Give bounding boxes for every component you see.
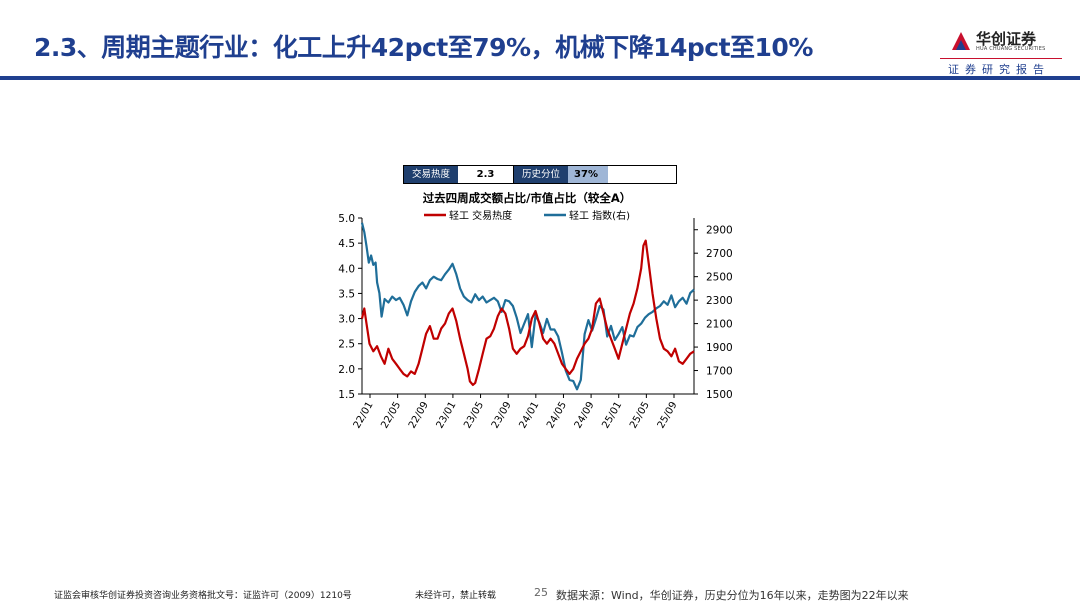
chart-title: 过去四周成交额占比/市值占比（较全A）: [423, 191, 632, 205]
series-line-index: [360, 222, 695, 391]
logo-divider: [940, 58, 1062, 59]
right-tick-label: 1900: [706, 342, 733, 354]
data-source: 数据来源：Wind，华创证券，历史分位为16年以来，走势图为22年以来: [556, 589, 909, 602]
hist-label: 历史分位: [514, 166, 568, 183]
x-tick-label: 25/09: [656, 400, 680, 430]
left-tick-label: 4.0: [338, 263, 355, 275]
title-underline: [0, 76, 1080, 80]
left-tick-label: 4.5: [338, 238, 355, 250]
report-label: 证券研究报告: [948, 63, 1050, 76]
right-tick-label: 2900: [706, 225, 733, 237]
right-tick-label: 1700: [706, 366, 733, 378]
x-tick-label: 22/09: [407, 400, 431, 430]
chart-legend: 轻工 交易热度 轻工 指数(右): [424, 209, 630, 222]
heat-label: 交易热度: [404, 166, 458, 183]
page-number: 25: [534, 586, 548, 599]
hist-percentile-bar: 37%: [568, 166, 676, 183]
left-tick-label: 1.5: [338, 389, 355, 401]
x-tick-label: 25/05: [628, 400, 652, 430]
x-tick-label: 23/09: [490, 400, 514, 430]
x-tick-label: 24/05: [545, 400, 569, 430]
hist-percentile-fill: [568, 166, 608, 183]
legend-label: 轻工 交易热度: [449, 209, 512, 222]
right-tick-label: 1500: [706, 389, 733, 401]
logo-name: 华创证券: [976, 30, 1037, 48]
right-tick-label: 2100: [706, 319, 733, 331]
left-tick-label: 3.5: [338, 288, 355, 300]
logo-mark-icon: [952, 32, 970, 50]
heat-table: 交易热度 2.3 历史分位 37%: [403, 165, 677, 184]
x-tick-label: 23/01: [435, 400, 459, 430]
right-tick-label: 2500: [706, 272, 733, 284]
x-tick-label: 23/05: [462, 400, 486, 430]
footer-notice: 未经许可，禁止转载: [415, 591, 497, 601]
left-tick-label: 2.5: [338, 339, 355, 351]
logo-subtitle: HUA CHUANG SECURITIES: [976, 46, 1046, 52]
legend-label: 轻工 指数(右): [569, 209, 630, 222]
x-tick-label: 24/01: [517, 400, 541, 430]
heat-value: 2.3: [458, 166, 514, 183]
x-tick-label: 22/05: [379, 400, 403, 430]
page-title: 2.3、周期主题行业：化工上升42pct至79%，机械下降14pct至10%: [34, 33, 813, 62]
footer-license: 证监会审核华创证券投资咨询业务资格批文号：证监许可（2009）1210号: [54, 591, 352, 601]
chart-series: [360, 222, 695, 391]
right-tick-label: 2300: [706, 295, 733, 307]
series-line-heat: [360, 239, 695, 386]
company-logo: 华创证券 HUA CHUANG SECURITIES: [950, 28, 1060, 54]
x-tick-label: 22/01: [352, 400, 376, 430]
left-tick-label: 2.0: [338, 364, 355, 376]
right-tick-label: 2700: [706, 248, 733, 260]
x-tick-label: 25/01: [600, 400, 624, 430]
hist-value: 37%: [574, 169, 598, 180]
left-tick-label: 3.0: [338, 314, 355, 326]
left-tick-label: 5.0: [338, 213, 355, 225]
x-tick-label: 24/09: [573, 400, 597, 430]
